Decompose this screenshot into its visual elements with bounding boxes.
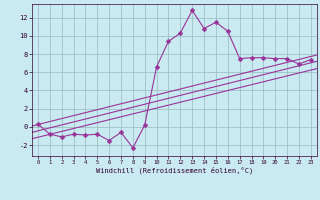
X-axis label: Windchill (Refroidissement éolien,°C): Windchill (Refroidissement éolien,°C) <box>96 167 253 174</box>
